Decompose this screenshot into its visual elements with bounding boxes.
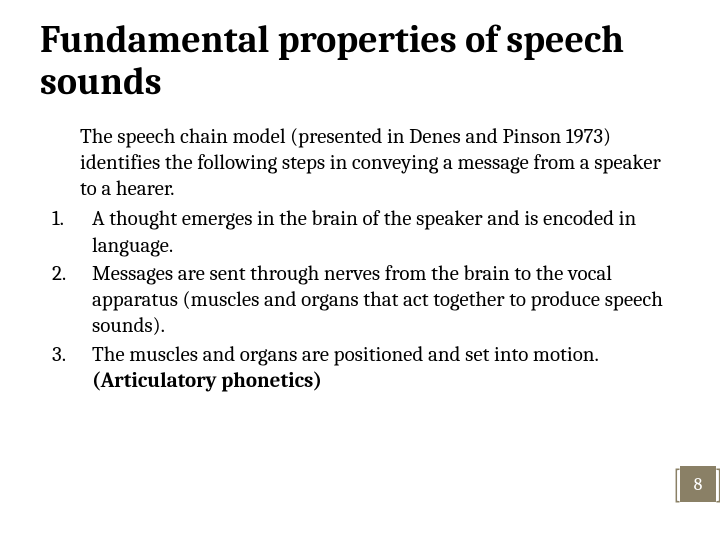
list-item-text: A thought emerges in the brain of the sp… xyxy=(92,207,636,257)
page-number-badge: 8 xyxy=(680,466,716,502)
list-item: The muscles and organs are positioned an… xyxy=(52,342,680,395)
slide: Fundamental properties of speech sounds … xyxy=(0,0,720,540)
bracket-left-icon: [ xyxy=(673,464,681,504)
list-item-text: Messages are sent through nerves from th… xyxy=(92,262,663,339)
page-number-box: [ 8 ] xyxy=(670,464,720,504)
list-item: A thought emerges in the brain of the sp… xyxy=(52,206,680,259)
list-item-bold: (Articulatory phonetics) xyxy=(92,369,322,393)
intro-paragraph: The speech chain model (presented in Den… xyxy=(52,124,680,203)
bracket-right-icon: ] xyxy=(715,464,720,504)
list-item-text: The muscles and organs are positioned an… xyxy=(92,343,598,367)
list-item: Messages are sent through nerves from th… xyxy=(52,261,680,340)
numbered-list: A thought emerges in the brain of the sp… xyxy=(52,206,680,394)
slide-title: Fundamental properties of speech sounds xyxy=(40,20,680,104)
page-number: 8 xyxy=(694,474,703,495)
